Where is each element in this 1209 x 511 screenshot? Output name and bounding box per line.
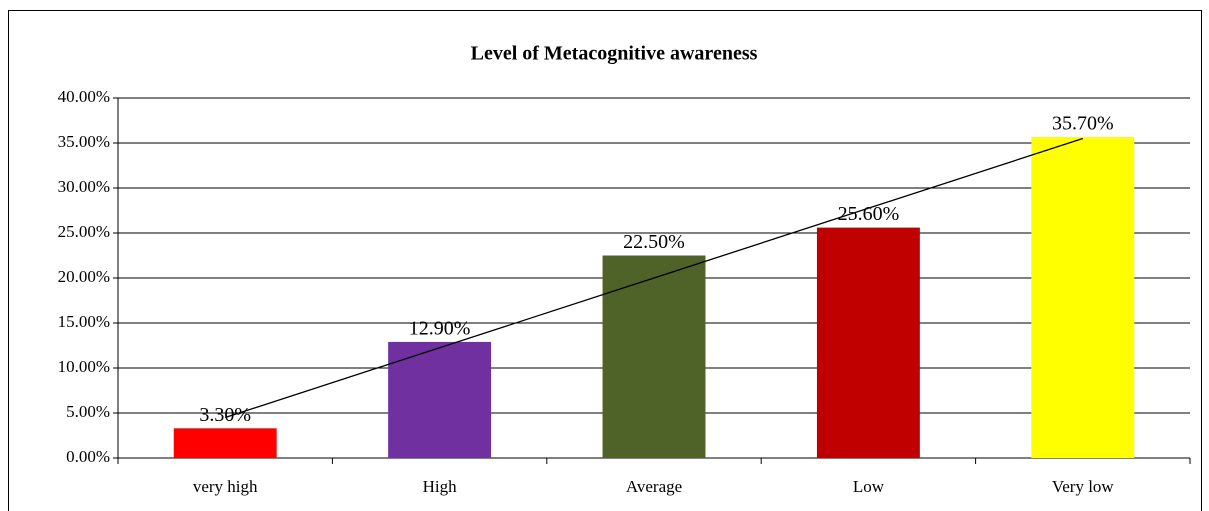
y-tick-label: 15.00% <box>58 312 110 331</box>
bar <box>1031 136 1135 458</box>
trend-line <box>224 137 1084 419</box>
bar <box>173 428 277 458</box>
y-tick-label: 5.00% <box>66 402 110 421</box>
x-tick-label: Very low <box>1052 477 1115 496</box>
x-tick-label: Average <box>626 477 682 496</box>
x-tick-label: High <box>423 477 458 496</box>
data-label: 25.60% <box>838 203 900 225</box>
y-tick-label: 25.00% <box>58 222 110 241</box>
chart-title: Level of Metacognitive awareness <box>471 43 758 65</box>
y-tick-label: 0.00% <box>66 447 110 466</box>
data-label: 12.90% <box>409 317 471 339</box>
bar <box>388 341 492 458</box>
y-tick-label: 10.00% <box>58 357 110 376</box>
bar <box>816 227 920 458</box>
x-tick-label: Low <box>853 477 885 496</box>
data-label: 22.50% <box>623 231 685 253</box>
bar <box>602 255 706 458</box>
y-tick-label: 20.00% <box>58 267 110 286</box>
y-tick-label: 30.00% <box>58 177 110 196</box>
data-label: 35.70% <box>1052 112 1114 134</box>
x-tick-label: very high <box>193 477 258 496</box>
y-tick-label: 35.00% <box>58 132 110 151</box>
data-label: 3.30% <box>199 404 251 426</box>
y-tick-label: 40.00% <box>58 87 110 106</box>
